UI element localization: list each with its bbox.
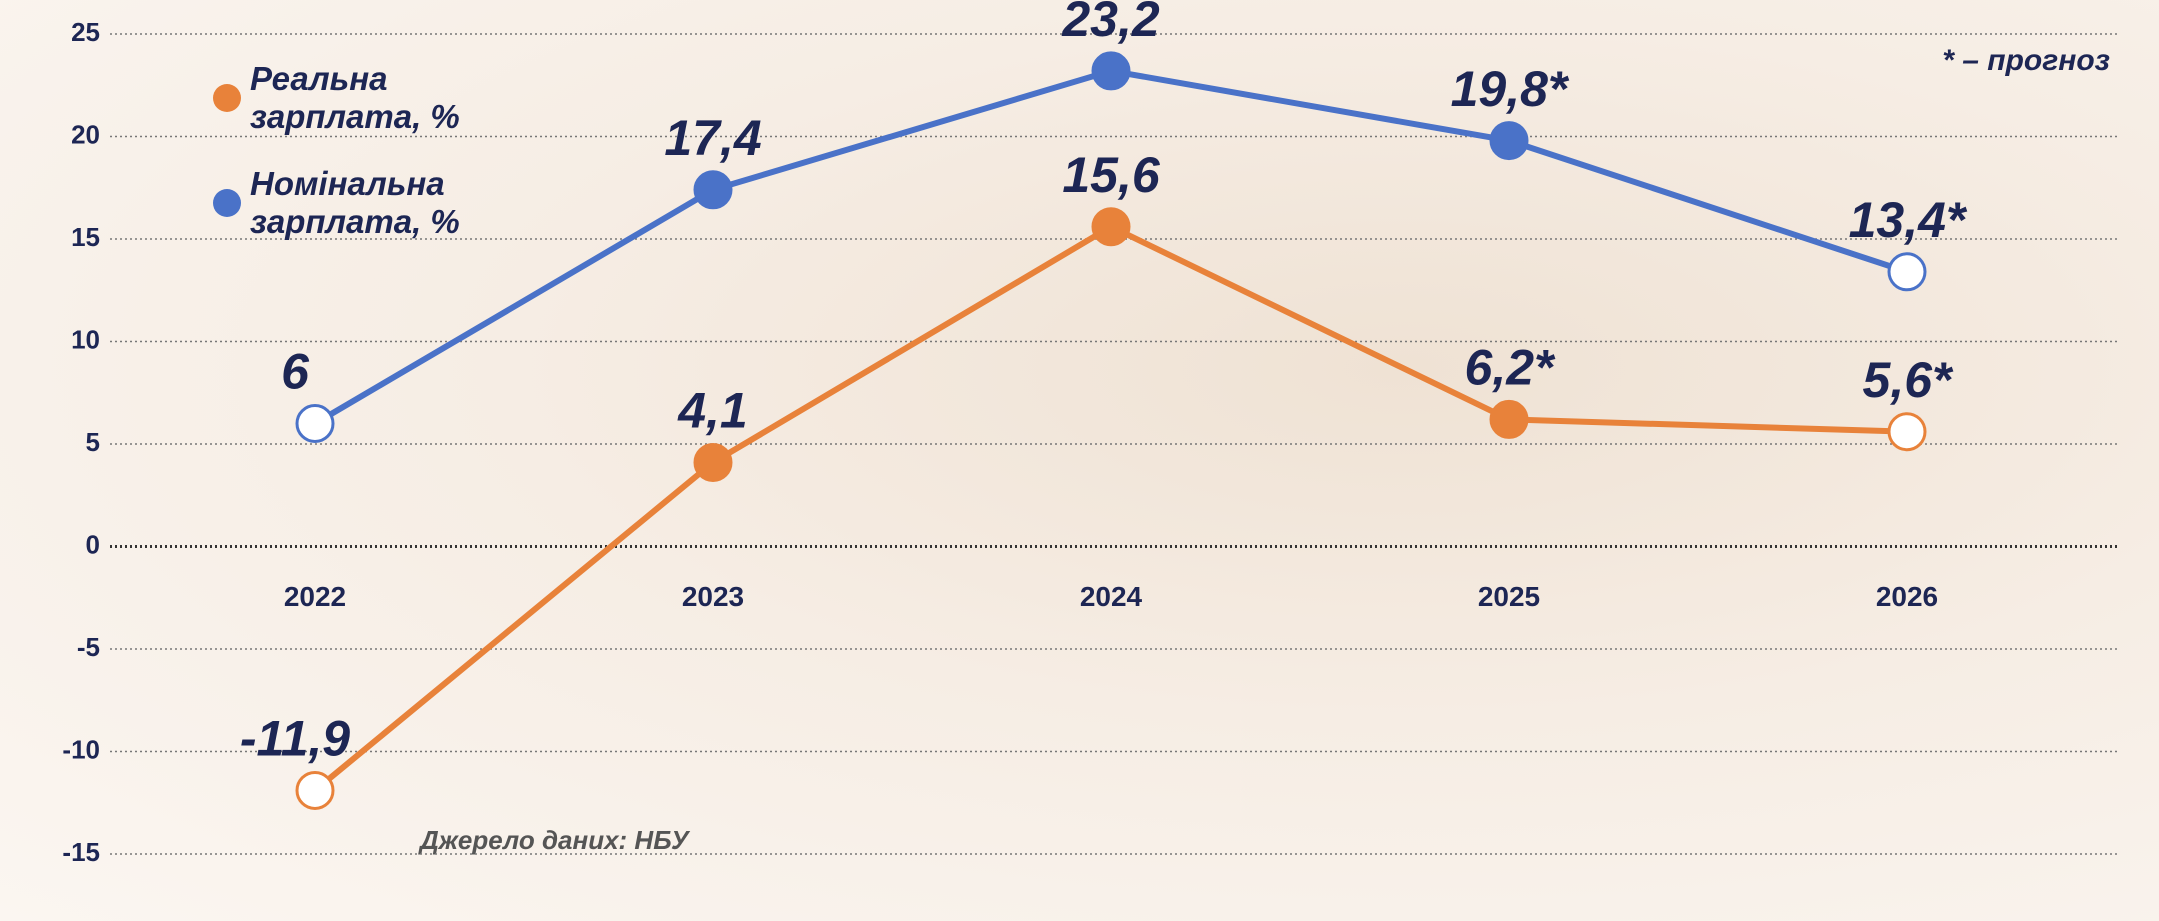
marker (295, 404, 335, 443)
data-label: 19,8* (1451, 61, 1570, 117)
y-tick-label: 10 (71, 324, 100, 354)
data-label: 4,1 (677, 383, 748, 439)
marker (1489, 399, 1529, 439)
note: * – прогноз (1942, 44, 2110, 77)
legend-label: Реальна зарплата, % (250, 60, 460, 135)
marker (1887, 252, 1927, 292)
line (313, 67, 1908, 427)
marker (693, 170, 733, 210)
marker (1091, 207, 1131, 247)
marker (295, 770, 335, 810)
y-tick-label: 0 (86, 529, 100, 559)
legend-marker (213, 84, 241, 112)
x-tick-label: 2024 (1080, 581, 1143, 612)
marker (1887, 412, 1927, 452)
data-label: 5,6* (1863, 352, 1955, 408)
source: Джерело даних: НБУ (418, 825, 691, 855)
marker (1489, 121, 1529, 161)
legend-label: Номінальна зарплата, % (250, 165, 460, 240)
data-label: 6,2* (1465, 340, 1557, 396)
data-label: -11,9 (240, 711, 350, 767)
x-tick-label: 2025 (1478, 581, 1540, 612)
legend-marker (213, 189, 241, 217)
y-tick-label: -5 (77, 632, 100, 662)
marker (693, 442, 733, 482)
x-tick-label: 2026 (1876, 581, 1938, 612)
y-tick-label: -15 (62, 837, 100, 867)
x-tick-label: 2023 (682, 581, 744, 612)
y-tick-label: 20 (71, 119, 100, 149)
y-tick-label: 5 (86, 427, 100, 457)
y-tick-label: 25 (71, 17, 100, 47)
marker (1091, 51, 1131, 91)
data-label: 15,6 (1062, 147, 1161, 203)
data-label: 6 (281, 344, 310, 400)
line (313, 223, 1908, 793)
data-label: 23,2 (1061, 0, 1160, 47)
data-label: 17,4 (664, 110, 761, 166)
x-tick-label: 2022 (284, 581, 346, 612)
y-tick-label: 15 (71, 222, 100, 252)
data-label: 13,4* (1849, 192, 1968, 248)
y-tick-label: -10 (62, 734, 100, 764)
